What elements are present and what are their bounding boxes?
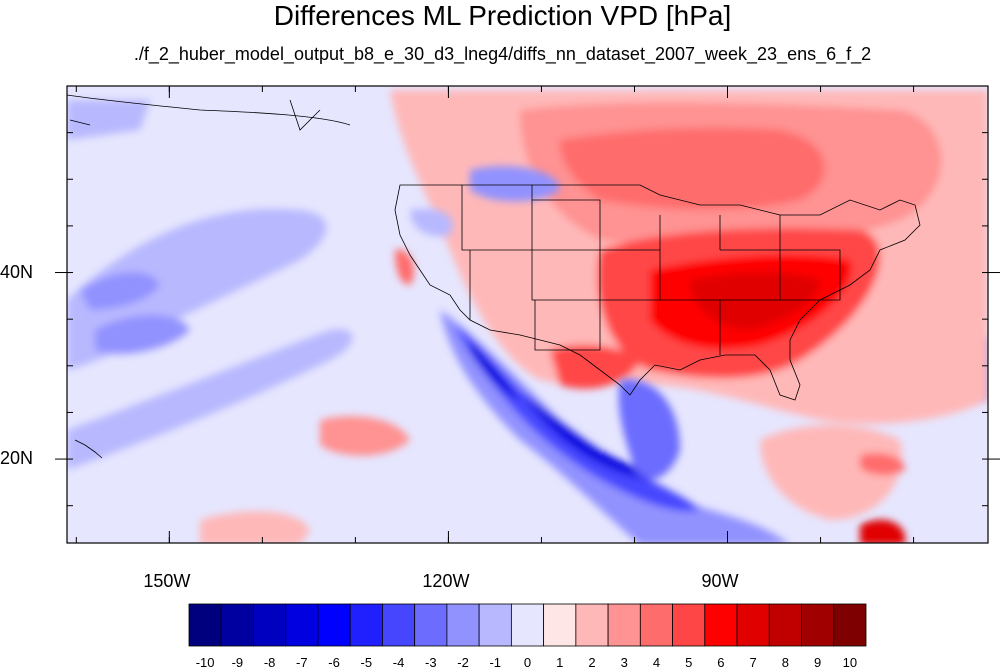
plot-title: Differences ML Prediction VPD [hPa] [273,0,732,31]
colorbar-swatch [543,603,577,647]
colorbar-swatch [607,603,641,647]
colorbar-label: 3 [620,655,628,670]
colorbar-label: 6 [717,655,725,670]
colorbar-swatch [317,603,351,647]
colorbar-label: 2 [588,655,596,670]
ocean-negative-bands [67,100,988,470]
colorbar-swatch [349,603,383,647]
colorbar-swatch [575,603,609,647]
colorbar-label: -1 [489,655,502,670]
colorbar-swatch [446,603,480,647]
colorbar-swatch [285,603,319,647]
colorbar-label: 9 [814,655,822,670]
colorbar-swatch [736,603,770,647]
colorbar-label: -8 [263,655,276,670]
colorbar-label: 7 [749,655,757,670]
colorbar-label: 5 [685,655,693,670]
y-tick-label: 20N [0,448,34,469]
axis-ticks [55,86,1000,543]
colorbar-label: -5 [360,655,373,670]
colorbar-swatch [220,603,254,647]
x-tick-label: 90W [701,571,739,591]
y-tick-label: 40N [0,261,34,282]
colorbar-swatch [478,603,512,647]
colorbar-label: -7 [296,655,308,670]
colorbar-swatch [639,603,673,647]
plot-subtitle: ./f_2_huber_model_output_b8_e_30_d3_lneg… [133,44,872,64]
x-tick-label: 150W [143,571,191,591]
colorbar-label: 0 [523,655,532,670]
colorbar-swatch [801,603,835,647]
colorbar-label: 1 [556,655,564,670]
difference-field [67,90,988,543]
colorbar-swatch [833,603,867,647]
colorbar-label: -3 [425,655,437,670]
colorbar-swatch [414,603,448,647]
country-borders [67,94,921,459]
colorbar-label: -6 [328,655,340,670]
colorbar-swatch [253,603,287,647]
map-frame [66,85,989,544]
colorbar-label: -4 [392,655,405,670]
colorbar-swatch [188,603,222,647]
colorbar-swatch [704,603,738,647]
colorbar-swatch [768,603,802,647]
colorbar-label: 4 [652,655,661,670]
mexico-negative-bands [410,166,788,543]
colorbar-label: -2 [457,655,469,670]
colorbar-swatch [510,603,545,647]
colorbar-swatch [382,603,416,647]
colorbar-swatch [672,603,706,647]
colorbar-label: -10 [195,655,215,670]
colorbar-label: 10 [842,655,858,670]
x-tick-label: 120W [422,571,470,591]
colorbar-label: -9 [231,655,244,670]
colorbar-label: 8 [781,655,789,670]
